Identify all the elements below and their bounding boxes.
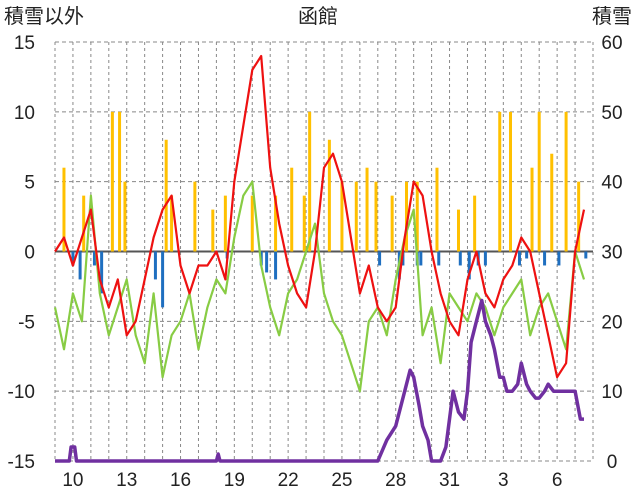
precip-bar	[458, 251, 462, 266]
y-left-tick-label: 10	[14, 103, 35, 124]
precip-bar	[164, 139, 168, 252]
precip-bar	[473, 195, 477, 252]
x-tick-label: 16	[170, 470, 191, 491]
precip-bar	[435, 167, 439, 252]
snow-depth-line	[55, 298, 584, 463]
y-left-tick-label: 5	[24, 173, 35, 194]
chart-title: 函館	[298, 4, 338, 28]
precip-bar	[71, 251, 75, 266]
y-left-tick-label: 15	[14, 33, 35, 54]
precip-bar	[223, 195, 227, 252]
precip-bar	[557, 251, 561, 266]
horizontal-gridlines	[55, 41, 593, 462]
precip-bar	[365, 167, 369, 252]
precip-bar	[161, 251, 165, 308]
precip-bar	[274, 251, 278, 280]
precip-bar	[62, 167, 66, 252]
x-tick-label: 28	[385, 470, 406, 491]
precip-bar	[250, 195, 254, 252]
y-right-tick-label: 40	[601, 173, 622, 194]
precip-bar	[509, 111, 513, 252]
precip-bar	[517, 251, 521, 266]
precip-bar	[92, 251, 96, 266]
x-tick-label: 31	[439, 470, 460, 491]
right-axis-label: 積雪	[592, 4, 632, 28]
precip-bar	[419, 251, 423, 266]
precip-bar	[537, 111, 541, 252]
precip-bar	[123, 181, 127, 252]
precip-bar	[390, 195, 394, 252]
precip-bar	[100, 251, 104, 294]
x-tick-label: 13	[116, 470, 137, 491]
precip-bar	[415, 181, 419, 252]
y-left-tick-label: -10	[8, 382, 35, 403]
y-right-tick-label: 10	[601, 382, 622, 403]
precip-bar	[170, 195, 174, 252]
precip-bar	[378, 251, 382, 266]
min-temp-line	[53, 180, 586, 393]
precip-bar	[78, 251, 82, 280]
precip-bar	[82, 195, 86, 252]
precip-bar	[543, 251, 547, 266]
precip-bar	[354, 181, 358, 252]
y-right-tick-label: 30	[601, 243, 622, 264]
precip-bar	[340, 181, 344, 252]
precip-bar	[193, 181, 197, 252]
x-tick-label: 10	[62, 470, 83, 491]
precip-bar	[327, 139, 331, 252]
x-tick-label: 25	[331, 470, 352, 491]
precip-bar	[374, 181, 378, 252]
y-left-tick-label: 0	[24, 243, 35, 264]
max-temp-line	[54, 54, 586, 379]
precip-bar	[308, 111, 312, 252]
precip-bar	[584, 251, 588, 259]
precipitation-bars	[62, 111, 588, 308]
precip-bar	[530, 167, 534, 252]
precip-bar	[404, 181, 408, 252]
y-right-tick-label: 60	[601, 33, 622, 54]
y-left-tick-label: -5	[18, 312, 35, 333]
y-right-tick-label: 20	[601, 312, 622, 333]
x-tick-label: 22	[278, 470, 299, 491]
precip-bar	[564, 111, 568, 252]
precip-bar	[437, 251, 441, 266]
precip-bar	[467, 251, 471, 280]
precip-bar	[110, 111, 114, 252]
precip-bar	[457, 209, 460, 252]
precip-bar	[290, 167, 294, 252]
precip-bar	[153, 251, 157, 280]
precip-bar	[265, 251, 269, 273]
precip-bar	[525, 251, 529, 259]
precip-bar	[577, 181, 581, 252]
x-tick-label: 3	[498, 470, 509, 491]
left-axis-label: 積雪以外	[4, 4, 84, 28]
x-tick-label: 6	[552, 470, 563, 491]
precip-bar	[550, 153, 554, 252]
series-lines	[53, 54, 586, 463]
precip-bar	[498, 111, 502, 252]
x-tick-label: 19	[224, 470, 245, 491]
y-left-tick-label: -15	[8, 452, 35, 473]
precip-bar	[302, 195, 306, 252]
precip-bar	[118, 111, 122, 252]
precip-bar	[211, 209, 215, 252]
y-right-tick-label: 50	[601, 103, 622, 124]
precip-bar	[274, 195, 278, 252]
y-right-tick-label: 0	[607, 452, 618, 473]
precip-bar	[483, 251, 487, 266]
